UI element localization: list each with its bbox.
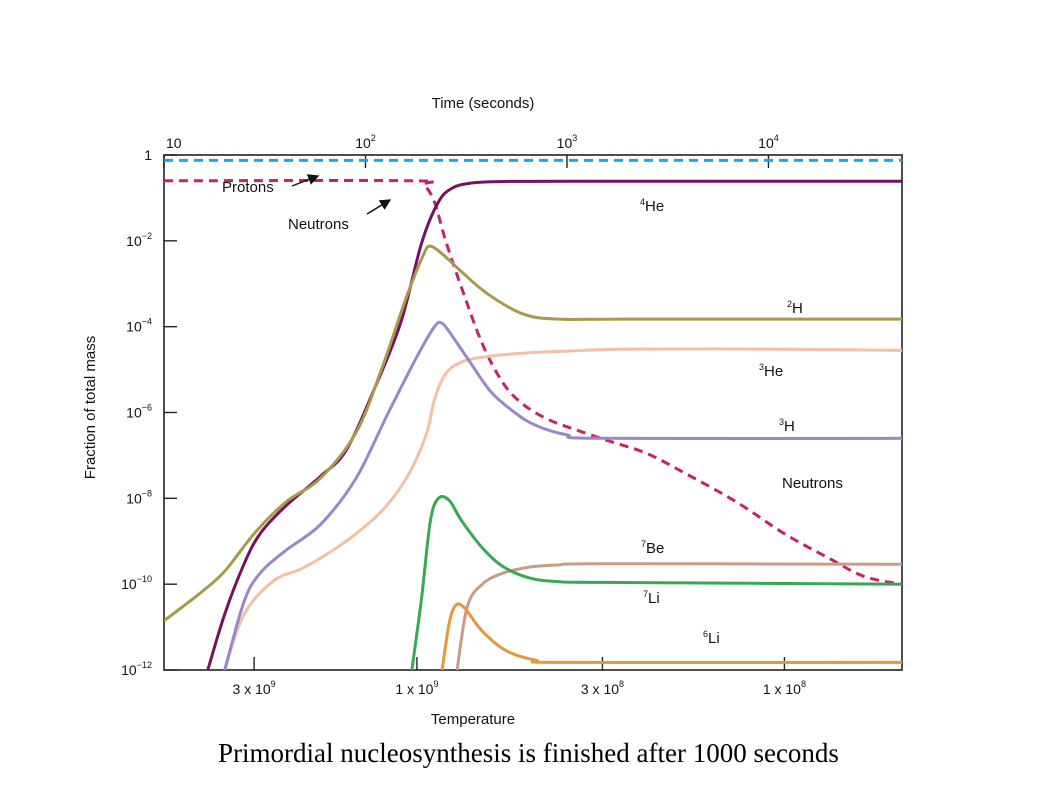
series-line-3he [223, 347, 902, 670]
neutrons-arrow [366, 199, 392, 215]
series-line-7li [410, 494, 902, 670]
series-group [164, 158, 902, 670]
y-axis-tick-label-2: 10−4 [126, 317, 152, 335]
bottom-axis-tick-label-1: 1 x 109 [395, 679, 438, 697]
top-axis-title: Time (seconds) [432, 95, 535, 112]
y-axis-tick-label-5: 10−10 [121, 574, 152, 592]
annotation-protons: Protons [222, 179, 274, 196]
series-line-2h [164, 244, 902, 622]
y-axis-title: Fraction of total mass [82, 336, 99, 479]
bottom-axis-tick-label-2: 3 x 108 [581, 679, 624, 697]
series-line-6li [440, 602, 902, 670]
top-axis-tick-label-0: 10 [166, 135, 182, 151]
top-axis-tick-label-2: 103 [557, 133, 578, 151]
annotation-neutrons-right: Neutrons [782, 475, 843, 492]
series-line-neutrons [164, 178, 902, 586]
y-axis-tick-label-3: 10−6 [126, 403, 152, 421]
y-axis-tick-label-0: 1 [144, 147, 152, 163]
annotation-h2: 2H [787, 299, 803, 317]
top-axis-tick-label-1: 102 [355, 133, 376, 151]
annotation-be7: 7Be [641, 539, 664, 557]
series-line-4he [206, 179, 902, 670]
annotation-neutrons-top: Neutrons [288, 216, 349, 233]
series-line-7be [455, 562, 902, 670]
annotation-h3: 3H [779, 417, 795, 435]
bottom-axis-tick-label-3: 1 x 108 [763, 679, 806, 697]
top-axis-tick-label-3: 104 [758, 133, 779, 151]
bottom-axis-title: Temperature [431, 711, 515, 728]
annotation-li7: 7Li [643, 589, 660, 607]
protons-arrow [291, 174, 320, 187]
series-line-3h [223, 320, 902, 670]
annotation-he3: 3He [759, 362, 783, 380]
y-axis-tick-label-1: 10−2 [126, 231, 152, 249]
bottom-axis-tick-label-0: 3 x 109 [233, 679, 276, 697]
slide-caption: Primordial nucleosynthesis is finished a… [218, 738, 839, 768]
annotation-li6: 6Li [703, 629, 720, 647]
plot-frame [163, 154, 903, 671]
annotation-he4: 4He [640, 197, 664, 215]
y-axis-tick-label-6: 10−12 [121, 660, 152, 678]
y-axis-tick-label-4: 10−8 [126, 488, 152, 506]
